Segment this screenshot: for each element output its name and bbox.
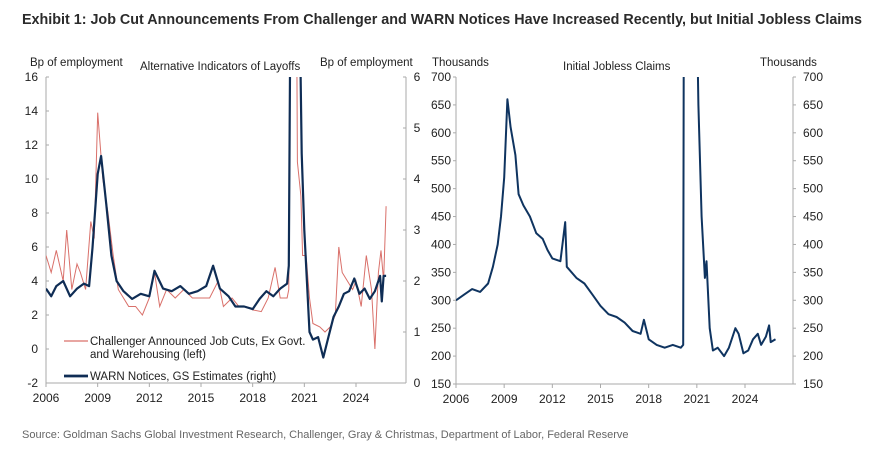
y-left-tick-label: -2 [27, 376, 38, 390]
y-right-tick-label: 0 [414, 376, 421, 390]
x-tick-label: 2012 [539, 392, 566, 406]
source-note: Source: Goldman Sachs Global Investment … [22, 429, 629, 441]
legend-label-challenger-line2: and Warehousing (left) [90, 349, 206, 361]
y-right-tick-label: 6 [414, 70, 421, 84]
left-chart: Bp of employment Alternative Indicators … [25, 57, 421, 405]
left-chart-y-right-label: Bp of employment [320, 57, 413, 69]
y-left-tick-label: 0 [31, 342, 38, 356]
x-tick-label: 2024 [343, 391, 370, 405]
x-tick-label: 2006 [33, 391, 60, 405]
y-right-tick-label: 150 [803, 377, 823, 391]
y-left-tick-label: 350 [431, 265, 451, 279]
y-left-tick-label: 250 [431, 321, 451, 335]
x-tick-label: 2018 [635, 392, 662, 406]
y-right-tick-label: 1 [414, 325, 421, 339]
y-left-tick-label: 4 [31, 274, 38, 288]
y-left-tick-label: 700 [431, 70, 451, 84]
y-right-tick-label: 4 [414, 172, 421, 186]
y-right-tick-label: 350 [803, 265, 823, 279]
series-line-warn [46, 77, 387, 359]
y-left-tick-label: 400 [431, 237, 451, 251]
x-tick-label: 2012 [136, 391, 163, 405]
y-right-tick-label: 500 [803, 182, 823, 196]
x-tick-label: 2015 [587, 392, 614, 406]
y-left-tick-label: 150 [431, 377, 451, 391]
y-left-tick-label: 10 [25, 172, 39, 186]
left-chart-y-left-label: Bp of employment [30, 57, 123, 69]
x-tick-label: 2015 [188, 391, 215, 405]
x-tick-label: 2006 [443, 392, 470, 406]
y-left-tick-label: 2 [31, 308, 38, 322]
y-left-tick-label: 650 [431, 98, 451, 112]
y-left-tick-label: 550 [431, 154, 451, 168]
y-right-tick-label: 200 [803, 349, 823, 363]
y-left-tick-label: 450 [431, 210, 451, 224]
legend-label-warn: WARN Notices, GS Estimates (right) [90, 371, 276, 383]
left-chart-title: Alternative Indicators of Layoffs [140, 61, 300, 73]
y-right-tick-label: 400 [803, 237, 823, 251]
y-right-tick-label: 450 [803, 210, 823, 224]
legend-label-challenger: Challenger Announced Job Cuts, Ex Govt. [90, 336, 305, 348]
x-tick-label: 2009 [491, 392, 518, 406]
y-right-tick-label: 250 [803, 321, 823, 335]
y-right-tick-label: 550 [803, 154, 823, 168]
y-right-tick-label: 2 [414, 274, 421, 288]
y-left-tick-label: 500 [431, 182, 451, 196]
right-chart: Thousands Initial Jobless Claims Thousan… [431, 57, 823, 406]
y-left-tick-label: 16 [25, 70, 39, 84]
series-line-initial-jobless-claims [456, 77, 777, 358]
x-tick-label: 2018 [239, 391, 266, 405]
y-left-tick-label: 300 [431, 293, 451, 307]
x-tick-label: 2024 [732, 392, 759, 406]
y-right-tick-label: 3 [414, 223, 421, 237]
x-tick-label: 2021 [291, 391, 318, 405]
x-tick-label: 2009 [84, 391, 111, 405]
y-right-tick-label: 650 [803, 98, 823, 112]
y-right-tick-label: 300 [803, 293, 823, 307]
exhibit-title: Exhibit 1: Job Cut Announcements From Ch… [22, 12, 862, 28]
x-tick-label: 2021 [683, 392, 710, 406]
y-right-tick-label: 700 [803, 70, 823, 84]
left-chart-legend: Challenger Announced Job Cuts, Ex Govt. … [64, 336, 305, 383]
y-left-tick-label: 8 [31, 206, 38, 220]
right-chart-y-right-label: Thousands [760, 57, 817, 69]
y-right-tick-label: 5 [414, 121, 421, 135]
right-chart-title: Initial Jobless Claims [563, 61, 671, 73]
y-left-tick-label: 12 [25, 138, 39, 152]
y-right-tick-label: 600 [803, 126, 823, 140]
y-left-tick-label: 14 [25, 104, 39, 118]
right-chart-y-left-label: Thousands [432, 57, 489, 69]
y-left-tick-label: 600 [431, 126, 451, 140]
y-left-tick-label: 200 [431, 349, 451, 363]
y-left-tick-label: 6 [31, 240, 38, 254]
